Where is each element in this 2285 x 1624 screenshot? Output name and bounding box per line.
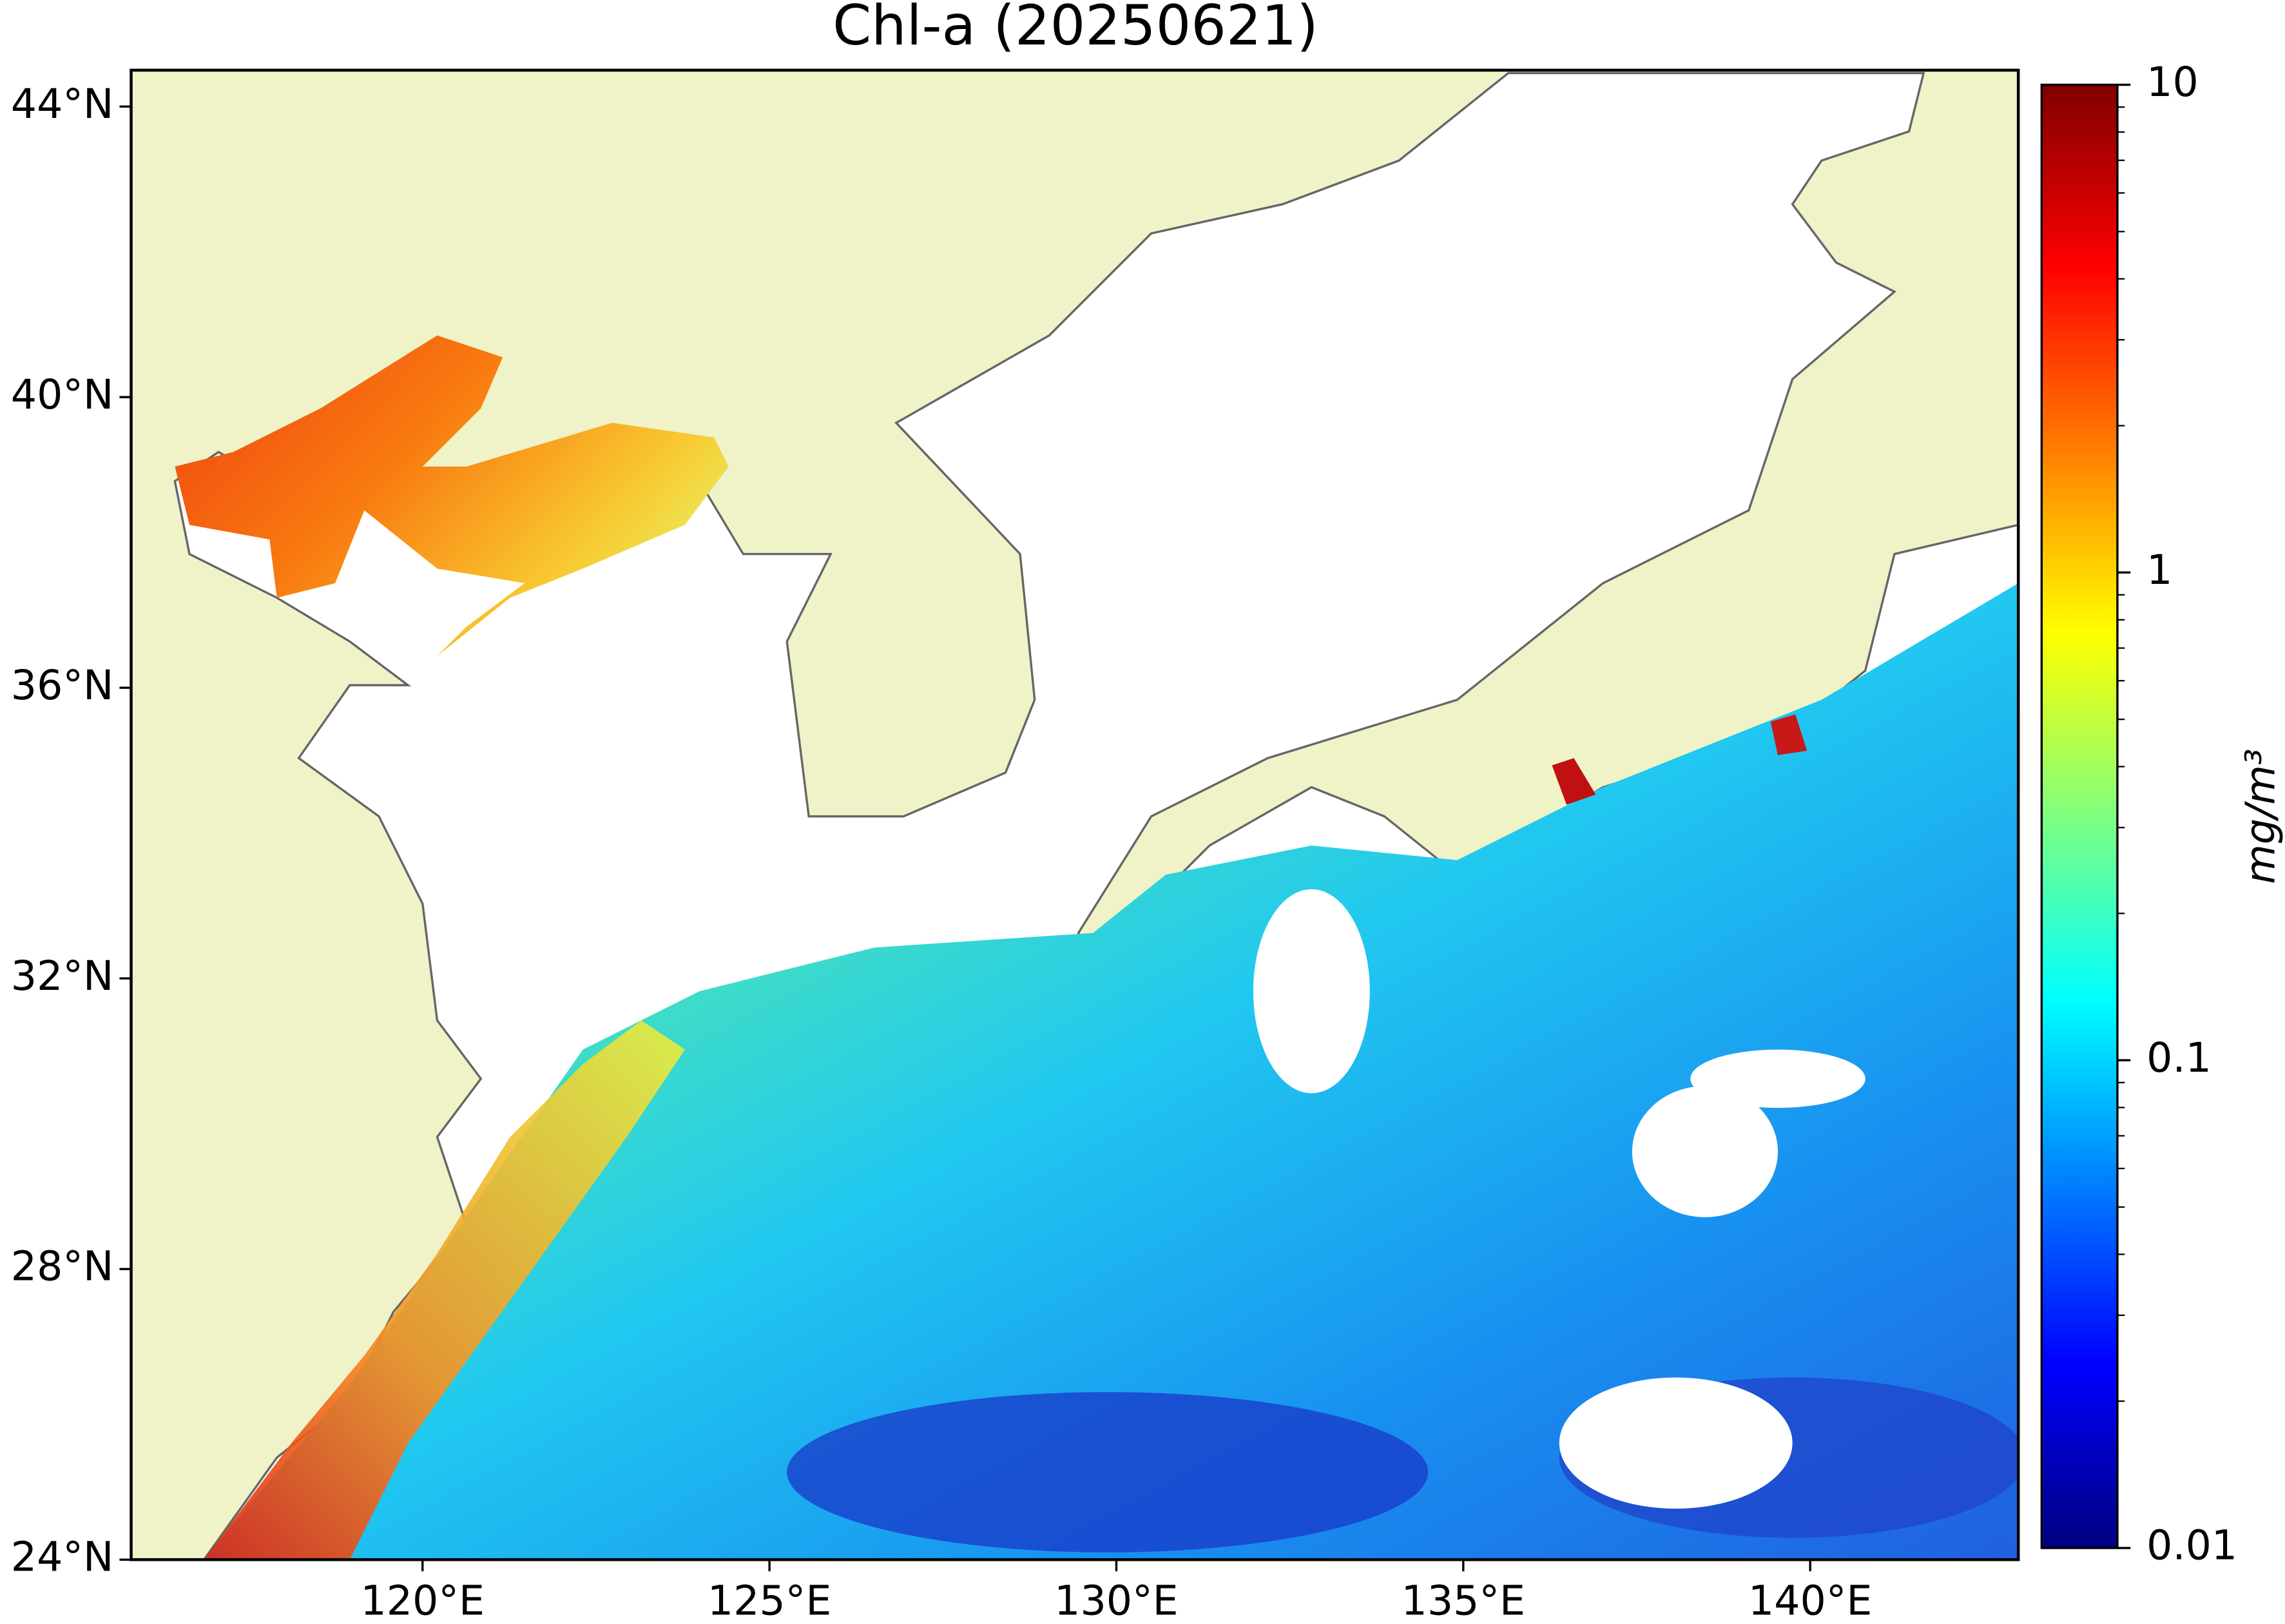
colorbar-tick-label: 0.01 (2146, 1522, 2237, 1569)
colorbar-tick-label: 1 (2146, 546, 2172, 594)
cloud (1253, 889, 1370, 1094)
y-tick-label: 40°N (11, 371, 114, 418)
colorbar (2040, 83, 2119, 1549)
colorbar-label: mg/m³ (2237, 749, 2284, 884)
y-tick-label: 36°N (11, 661, 114, 709)
low-chl (787, 1392, 1429, 1552)
bay-bloom (1770, 714, 1808, 755)
y-tick-label: 32°N (11, 952, 114, 1000)
map-frame (130, 68, 2020, 1561)
y-tick-label: 28°N (11, 1242, 114, 1290)
bohai-bloom (175, 335, 729, 686)
x-tick-label: 120°E (360, 1577, 485, 1624)
colorbar-tick-label: 0.1 (2146, 1034, 2212, 1081)
y-tick-label: 24°N (11, 1533, 114, 1581)
cloud (1690, 1049, 1866, 1108)
x-tick-label: 125°E (708, 1577, 832, 1624)
cloud (1632, 1086, 1779, 1217)
x-tick-label: 140°E (1748, 1577, 1873, 1624)
bay-bloom (1552, 758, 1596, 805)
map-area (131, 70, 2019, 1560)
coastal-bloom (204, 1020, 685, 1560)
x-tick-label: 130°E (1054, 1577, 1179, 1624)
ocean-chl (204, 583, 2019, 1560)
y-tick-label: 44°N (11, 80, 114, 128)
map-title: Chl-a (20250621) (833, 0, 1318, 58)
x-tick-label: 135°E (1402, 1577, 1526, 1624)
colorbar-tick-label: 10 (2146, 58, 2199, 106)
cloud (1559, 1377, 1793, 1509)
